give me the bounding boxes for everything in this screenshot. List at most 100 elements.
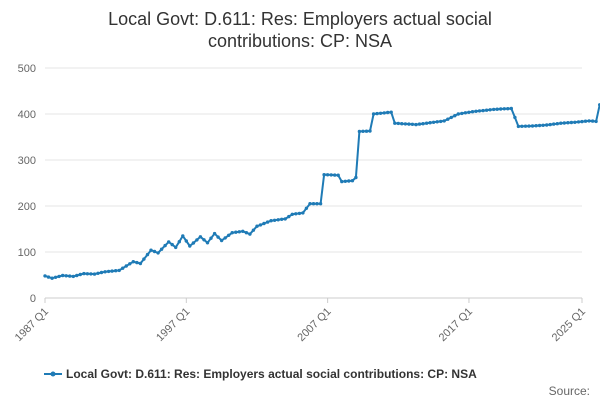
- data-point: [534, 124, 538, 128]
- data-point: [343, 179, 347, 183]
- data-point: [269, 219, 273, 223]
- data-point: [361, 129, 365, 133]
- gridlines: [45, 67, 582, 299]
- data-point: [389, 110, 393, 114]
- data-point: [350, 179, 355, 183]
- data-point: [446, 117, 450, 121]
- chart-title-line-1: Local Govt: D.611: Res: Employers actual…: [108, 9, 492, 29]
- data-point: [329, 173, 333, 177]
- data-point: [258, 223, 263, 227]
- data-point: [315, 202, 319, 206]
- data-point: [474, 109, 478, 114]
- x-axis: 1987 Q1 1997 Q1 2007 Q1 2017 Q1 2025 Q1: [13, 298, 588, 344]
- data-point: [368, 129, 372, 133]
- data-point: [262, 221, 266, 226]
- data-point: [170, 242, 174, 247]
- data-point: [227, 233, 231, 237]
- data-point: [566, 121, 570, 125]
- data-point: [89, 272, 93, 276]
- data-point: [290, 212, 294, 216]
- data-point: [96, 271, 100, 275]
- data-point: [135, 260, 139, 265]
- data-point: [311, 202, 316, 206]
- data-point: [559, 121, 563, 125]
- data-point: [128, 262, 132, 266]
- data-point: [241, 229, 245, 233]
- data-point: [177, 240, 181, 244]
- data-point: [244, 231, 249, 235]
- data-point: [453, 114, 457, 118]
- data-point: [548, 122, 552, 127]
- legend[interactable]: Local Govt: D.611: Res: Employers actual…: [44, 367, 477, 381]
- data-point: [594, 119, 598, 124]
- data-point: [470, 110, 475, 114]
- data-point: [145, 252, 150, 257]
- data-point: [439, 119, 443, 124]
- data-point: [527, 124, 531, 128]
- data-point: [393, 121, 397, 125]
- data-point: [301, 211, 305, 215]
- data-point: [181, 234, 185, 238]
- data-point: [520, 124, 524, 128]
- data-point: [163, 243, 167, 248]
- data-point: [414, 122, 418, 127]
- plot-area: [43, 103, 600, 280]
- data-point: [499, 107, 503, 111]
- chart-title-line-2: contributions: CP: NSA: [208, 31, 392, 51]
- data-point: [156, 251, 160, 255]
- data-point: [340, 179, 344, 184]
- data-point: [198, 235, 203, 239]
- data-point: [421, 122, 425, 126]
- data-point: [117, 268, 121, 273]
- data-point: [506, 107, 510, 111]
- data-point: [251, 228, 256, 232]
- data-point: [64, 274, 68, 278]
- data-point: [492, 107, 496, 112]
- data-point: [495, 107, 499, 111]
- data-point: [431, 120, 436, 125]
- data-point: [294, 212, 298, 216]
- data-point: [396, 121, 400, 126]
- data-point: [159, 247, 164, 251]
- data-point: [223, 236, 227, 240]
- data-point: [442, 119, 446, 123]
- data-point: [230, 231, 234, 235]
- data-point: [484, 108, 489, 112]
- data-point: [216, 235, 220, 239]
- data-point: [234, 230, 238, 234]
- data-point: [516, 124, 521, 129]
- data-point: [333, 173, 337, 177]
- data-point: [460, 111, 464, 116]
- data-point: [523, 124, 528, 128]
- data-point: [209, 236, 213, 240]
- data-point: [195, 238, 199, 242]
- data-point: [106, 269, 111, 274]
- data-point: [378, 111, 383, 116]
- data-point: [50, 276, 54, 280]
- x-tick-label: 2017 Q1: [437, 306, 475, 344]
- data-point: [456, 112, 460, 116]
- y-tick-label: 500: [18, 63, 36, 75]
- legend-label: Local Govt: D.611: Res: Employers actual…: [66, 367, 477, 381]
- data-point: [272, 218, 277, 222]
- y-tick-label: 0: [30, 293, 36, 305]
- data-point: [131, 260, 135, 264]
- data-point: [322, 173, 326, 177]
- data-point: [371, 112, 376, 116]
- data-point: [174, 245, 178, 250]
- data-point: [255, 224, 259, 228]
- data-point: [407, 122, 411, 126]
- y-tick-label: 100: [18, 247, 36, 259]
- data-point: [184, 239, 188, 243]
- x-tick-label: 1987 Q1: [13, 306, 51, 344]
- data-point: [537, 123, 542, 128]
- data-point: [68, 274, 72, 278]
- data-point: [110, 269, 114, 273]
- source-label: Source:: [549, 384, 590, 398]
- data-point: [530, 124, 535, 128]
- data-point: [276, 218, 280, 222]
- data-point: [202, 238, 206, 242]
- data-point: [545, 123, 549, 127]
- data-point: [576, 120, 581, 124]
